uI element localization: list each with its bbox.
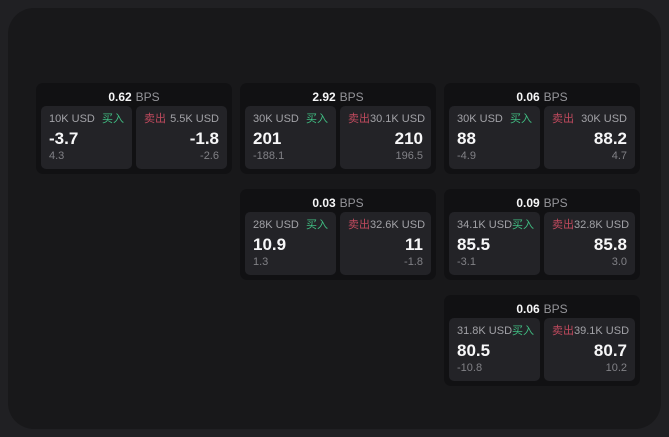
sell-amount: 30K USD	[581, 113, 627, 125]
sell-side-label: 卖出	[552, 325, 574, 337]
sell-amount: 32.6K USD	[370, 219, 426, 231]
card-header: 0.03 BPS	[245, 193, 431, 212]
buy-price: 85.5	[457, 234, 491, 254]
sell-delta: 4.7	[611, 150, 627, 162]
card-header: 2.92 BPS	[245, 87, 431, 106]
bps-value: 0.62	[108, 89, 132, 104]
buy-delta: -188.1	[253, 150, 285, 162]
quote-sides: 28K USD 买入 10.9 1.3 卖出 32.6K USD 11 -1.8	[245, 212, 431, 275]
bps-unit-label: BPS	[339, 195, 364, 210]
quote-sides: 31.8K USD 买入 80.5 -10.8 卖出 39.1K USD 80.…	[449, 318, 635, 381]
quote-card[interactable]: 0.62 BPS 10K USD 买入 -3.7 4.3 卖出 5.5K USD	[36, 83, 232, 174]
buy-price: 80.5	[457, 340, 491, 360]
sell-price: -1.8	[189, 128, 219, 148]
buy-amount: 34.1K USD	[457, 219, 513, 231]
quote-sides: 10K USD 买入 -3.7 4.3 卖出 5.5K USD -1.8 -2.…	[41, 106, 227, 169]
sell-quote[interactable]: 卖出 32.8K USD 85.8 3.0	[544, 212, 635, 275]
bps-unit-label: BPS	[339, 89, 364, 104]
buy-price: 88	[457, 128, 476, 148]
bps-unit-label: BPS	[543, 301, 568, 316]
buy-delta: -10.8	[457, 362, 483, 374]
buy-amount: 30K USD	[253, 113, 299, 125]
bps-unit-label: BPS	[135, 89, 160, 104]
sell-amount: 39.1K USD	[574, 325, 630, 337]
sell-side-label: 卖出	[348, 113, 370, 125]
quote-card[interactable]: 0.06 BPS 30K USD 买入 88 -4.9 卖出 30K USD	[444, 83, 640, 174]
buy-price: 10.9	[253, 234, 287, 254]
sell-delta: -1.8	[404, 256, 423, 268]
buy-side-label: 买入	[512, 219, 535, 231]
buy-amount: 30K USD	[457, 113, 503, 125]
sell-delta: 196.5	[395, 150, 423, 162]
quote-card[interactable]: 0.03 BPS 28K USD 买入 10.9 1.3 卖出 32.6K US…	[240, 189, 436, 280]
quote-card[interactable]: 2.92 BPS 30K USD 买入 201 -188.1 卖出 30.1K …	[240, 83, 436, 174]
bps-value: 0.03	[312, 195, 336, 210]
sell-amount: 30.1K USD	[370, 113, 426, 125]
buy-amount: 31.8K USD	[457, 325, 513, 337]
buy-side-label: 买入	[510, 113, 532, 125]
bps-value: 2.92	[312, 89, 336, 104]
quote-sides: 30K USD 买入 201 -188.1 卖出 30.1K USD 210 1…	[245, 106, 431, 169]
sell-side-label: 卖出	[552, 113, 574, 125]
buy-delta: -4.9	[457, 150, 476, 162]
buy-quote[interactable]: 10K USD 买入 -3.7 4.3	[41, 106, 132, 169]
sell-price: 85.8	[593, 234, 627, 254]
quote-card[interactable]: 0.09 BPS 34.1K USD 买入 85.5 -3.1 卖出 32.8K…	[444, 189, 640, 280]
card-header: 0.62 BPS	[41, 87, 227, 106]
sell-price: 11	[405, 234, 423, 254]
buy-side-label: 买入	[306, 219, 328, 231]
buy-amount: 10K USD	[49, 113, 95, 125]
bps-value: 0.09	[516, 195, 540, 210]
sell-side-label: 卖出	[552, 219, 574, 231]
quote-sides: 30K USD 买入 88 -4.9 卖出 30K USD 88.2 4.7	[449, 106, 635, 169]
sell-price: 88.2	[593, 128, 627, 148]
card-header: 0.06 BPS	[449, 87, 635, 106]
sell-quote[interactable]: 卖出 30.1K USD 210 196.5	[340, 106, 431, 169]
sell-delta: -2.6	[200, 150, 219, 162]
buy-price: 201	[253, 128, 282, 148]
bps-value: 0.06	[516, 301, 540, 316]
buy-side-label: 买入	[512, 325, 535, 337]
sell-price: 80.7	[593, 340, 627, 360]
sell-delta: 10.2	[605, 362, 627, 374]
quote-card[interactable]: 0.06 BPS 31.8K USD 买入 80.5 -10.8 卖出 39.1…	[444, 295, 640, 386]
sell-amount: 32.8K USD	[574, 219, 630, 231]
buy-side-label: 买入	[306, 113, 328, 125]
buy-delta: 4.3	[49, 150, 65, 162]
buy-quote[interactable]: 31.8K USD 买入 80.5 -10.8	[449, 318, 540, 381]
buy-price: -3.7	[49, 128, 79, 148]
bps-value: 0.06	[516, 89, 540, 104]
quote-sides: 34.1K USD 买入 85.5 -3.1 卖出 32.8K USD 85.8…	[449, 212, 635, 275]
quote-cards-grid: 0.62 BPS 10K USD 买入 -3.7 4.3 卖出 5.5K USD	[36, 83, 640, 386]
bps-unit-label: BPS	[543, 195, 568, 210]
sell-amount: 5.5K USD	[170, 113, 219, 125]
sell-price: 210	[394, 128, 423, 148]
card-header: 0.06 BPS	[449, 299, 635, 318]
buy-side-label: 买入	[102, 113, 124, 125]
card-header: 0.09 BPS	[449, 193, 635, 212]
buy-quote[interactable]: 30K USD 买入 88 -4.9	[449, 106, 540, 169]
main-panel: 0.62 BPS 10K USD 买入 -3.7 4.3 卖出 5.5K USD	[8, 8, 661, 429]
sell-quote[interactable]: 卖出 39.1K USD 80.7 10.2	[544, 318, 635, 381]
sell-quote[interactable]: 卖出 5.5K USD -1.8 -2.6	[136, 106, 227, 169]
buy-quote[interactable]: 28K USD 买入 10.9 1.3	[245, 212, 336, 275]
buy-delta: 1.3	[253, 256, 269, 268]
sell-quote[interactable]: 卖出 30K USD 88.2 4.7	[544, 106, 635, 169]
sell-delta: 3.0	[611, 256, 627, 268]
bps-unit-label: BPS	[543, 89, 568, 104]
sell-quote[interactable]: 卖出 32.6K USD 11 -1.8	[340, 212, 431, 275]
buy-quote[interactable]: 34.1K USD 买入 85.5 -3.1	[449, 212, 540, 275]
sell-side-label: 卖出	[144, 113, 166, 125]
buy-quote[interactable]: 30K USD 买入 201 -188.1	[245, 106, 336, 169]
buy-amount: 28K USD	[253, 219, 299, 231]
buy-delta: -3.1	[457, 256, 476, 268]
sell-side-label: 卖出	[348, 219, 370, 231]
